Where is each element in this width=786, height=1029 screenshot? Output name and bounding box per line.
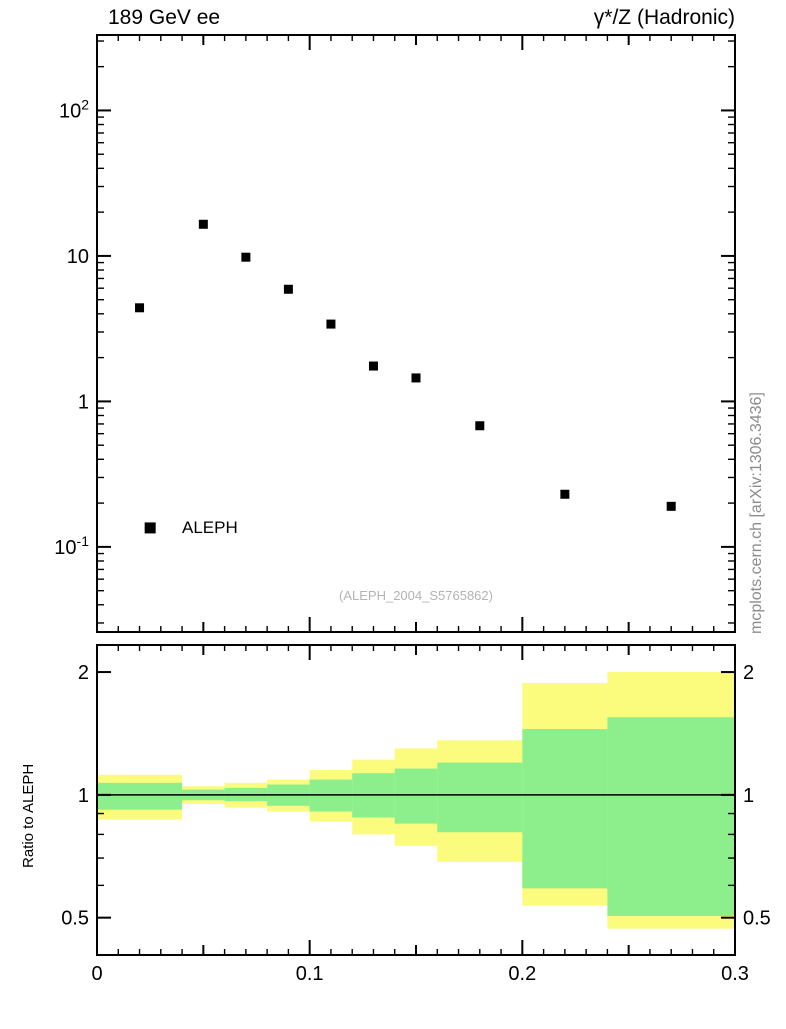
analysis-watermark: (ALEPH_2004_S5765862) [339, 588, 493, 603]
ratio-x-ticks-labels: 0 0.1 0.2 0.3 [91, 963, 748, 985]
ratio-y-ticks-labels: 2 1 0.5 2 1 0.5 [61, 662, 771, 930]
data-point-marker [326, 319, 336, 329]
svg-text:1: 1 [743, 785, 754, 807]
svg-text:10-1: 10-1 [54, 533, 89, 559]
svg-text:102: 102 [59, 96, 89, 122]
header-process: γ*/Z (Hadronic) [593, 6, 735, 29]
data-point-marker [411, 373, 421, 383]
main-y-ticks [97, 40, 735, 624]
inner-band-bin [394, 768, 438, 824]
data-point-marker [368, 361, 378, 371]
inner-band-bin [97, 782, 183, 810]
legend-marker [144, 522, 156, 534]
inner-band-bin [607, 717, 735, 916]
ratio-uncertainty-bands [97, 672, 735, 929]
mcplots-credit: mcplots.cern.ch [arXiv:1306.3436] [748, 392, 765, 634]
main-y-ticks-labels: 102 10 1 10-1 [54, 96, 89, 558]
ratio-axis-label: Ratio to ALEPH [20, 763, 37, 868]
svg-text:0.2: 0.2 [508, 963, 536, 985]
data-point-marker [560, 489, 570, 499]
inner-band-bin [437, 762, 523, 833]
svg-text:0.1: 0.1 [296, 963, 324, 985]
ratio-x-ticks [96, 645, 736, 955]
svg-text:1: 1 [78, 785, 89, 807]
main-x-ticks [96, 35, 736, 632]
svg-text:2: 2 [743, 662, 754, 684]
svg-text:0.3: 0.3 [721, 963, 749, 985]
data-point-marker [283, 284, 293, 294]
svg-text:1: 1 [78, 391, 89, 413]
data-point-marker [666, 501, 676, 511]
svg-text:0.5: 0.5 [61, 908, 89, 930]
data-point-marker [475, 421, 485, 431]
main-frame [96, 34, 736, 633]
data-point-marker [198, 219, 208, 229]
header-beam-energy: 189 GeV ee [108, 6, 221, 29]
svg-text:0.5: 0.5 [743, 908, 771, 930]
data-points [135, 219, 676, 511]
legend-label: ALEPH [182, 518, 238, 537]
ratio-y-ticks [97, 671, 735, 919]
data-point-marker [135, 303, 145, 313]
svg-text:10: 10 [67, 246, 89, 268]
data-point-marker [241, 252, 251, 262]
inner-band-bin [522, 729, 608, 889]
svg-text:2: 2 [78, 662, 89, 684]
svg-text:0: 0 [91, 963, 102, 985]
